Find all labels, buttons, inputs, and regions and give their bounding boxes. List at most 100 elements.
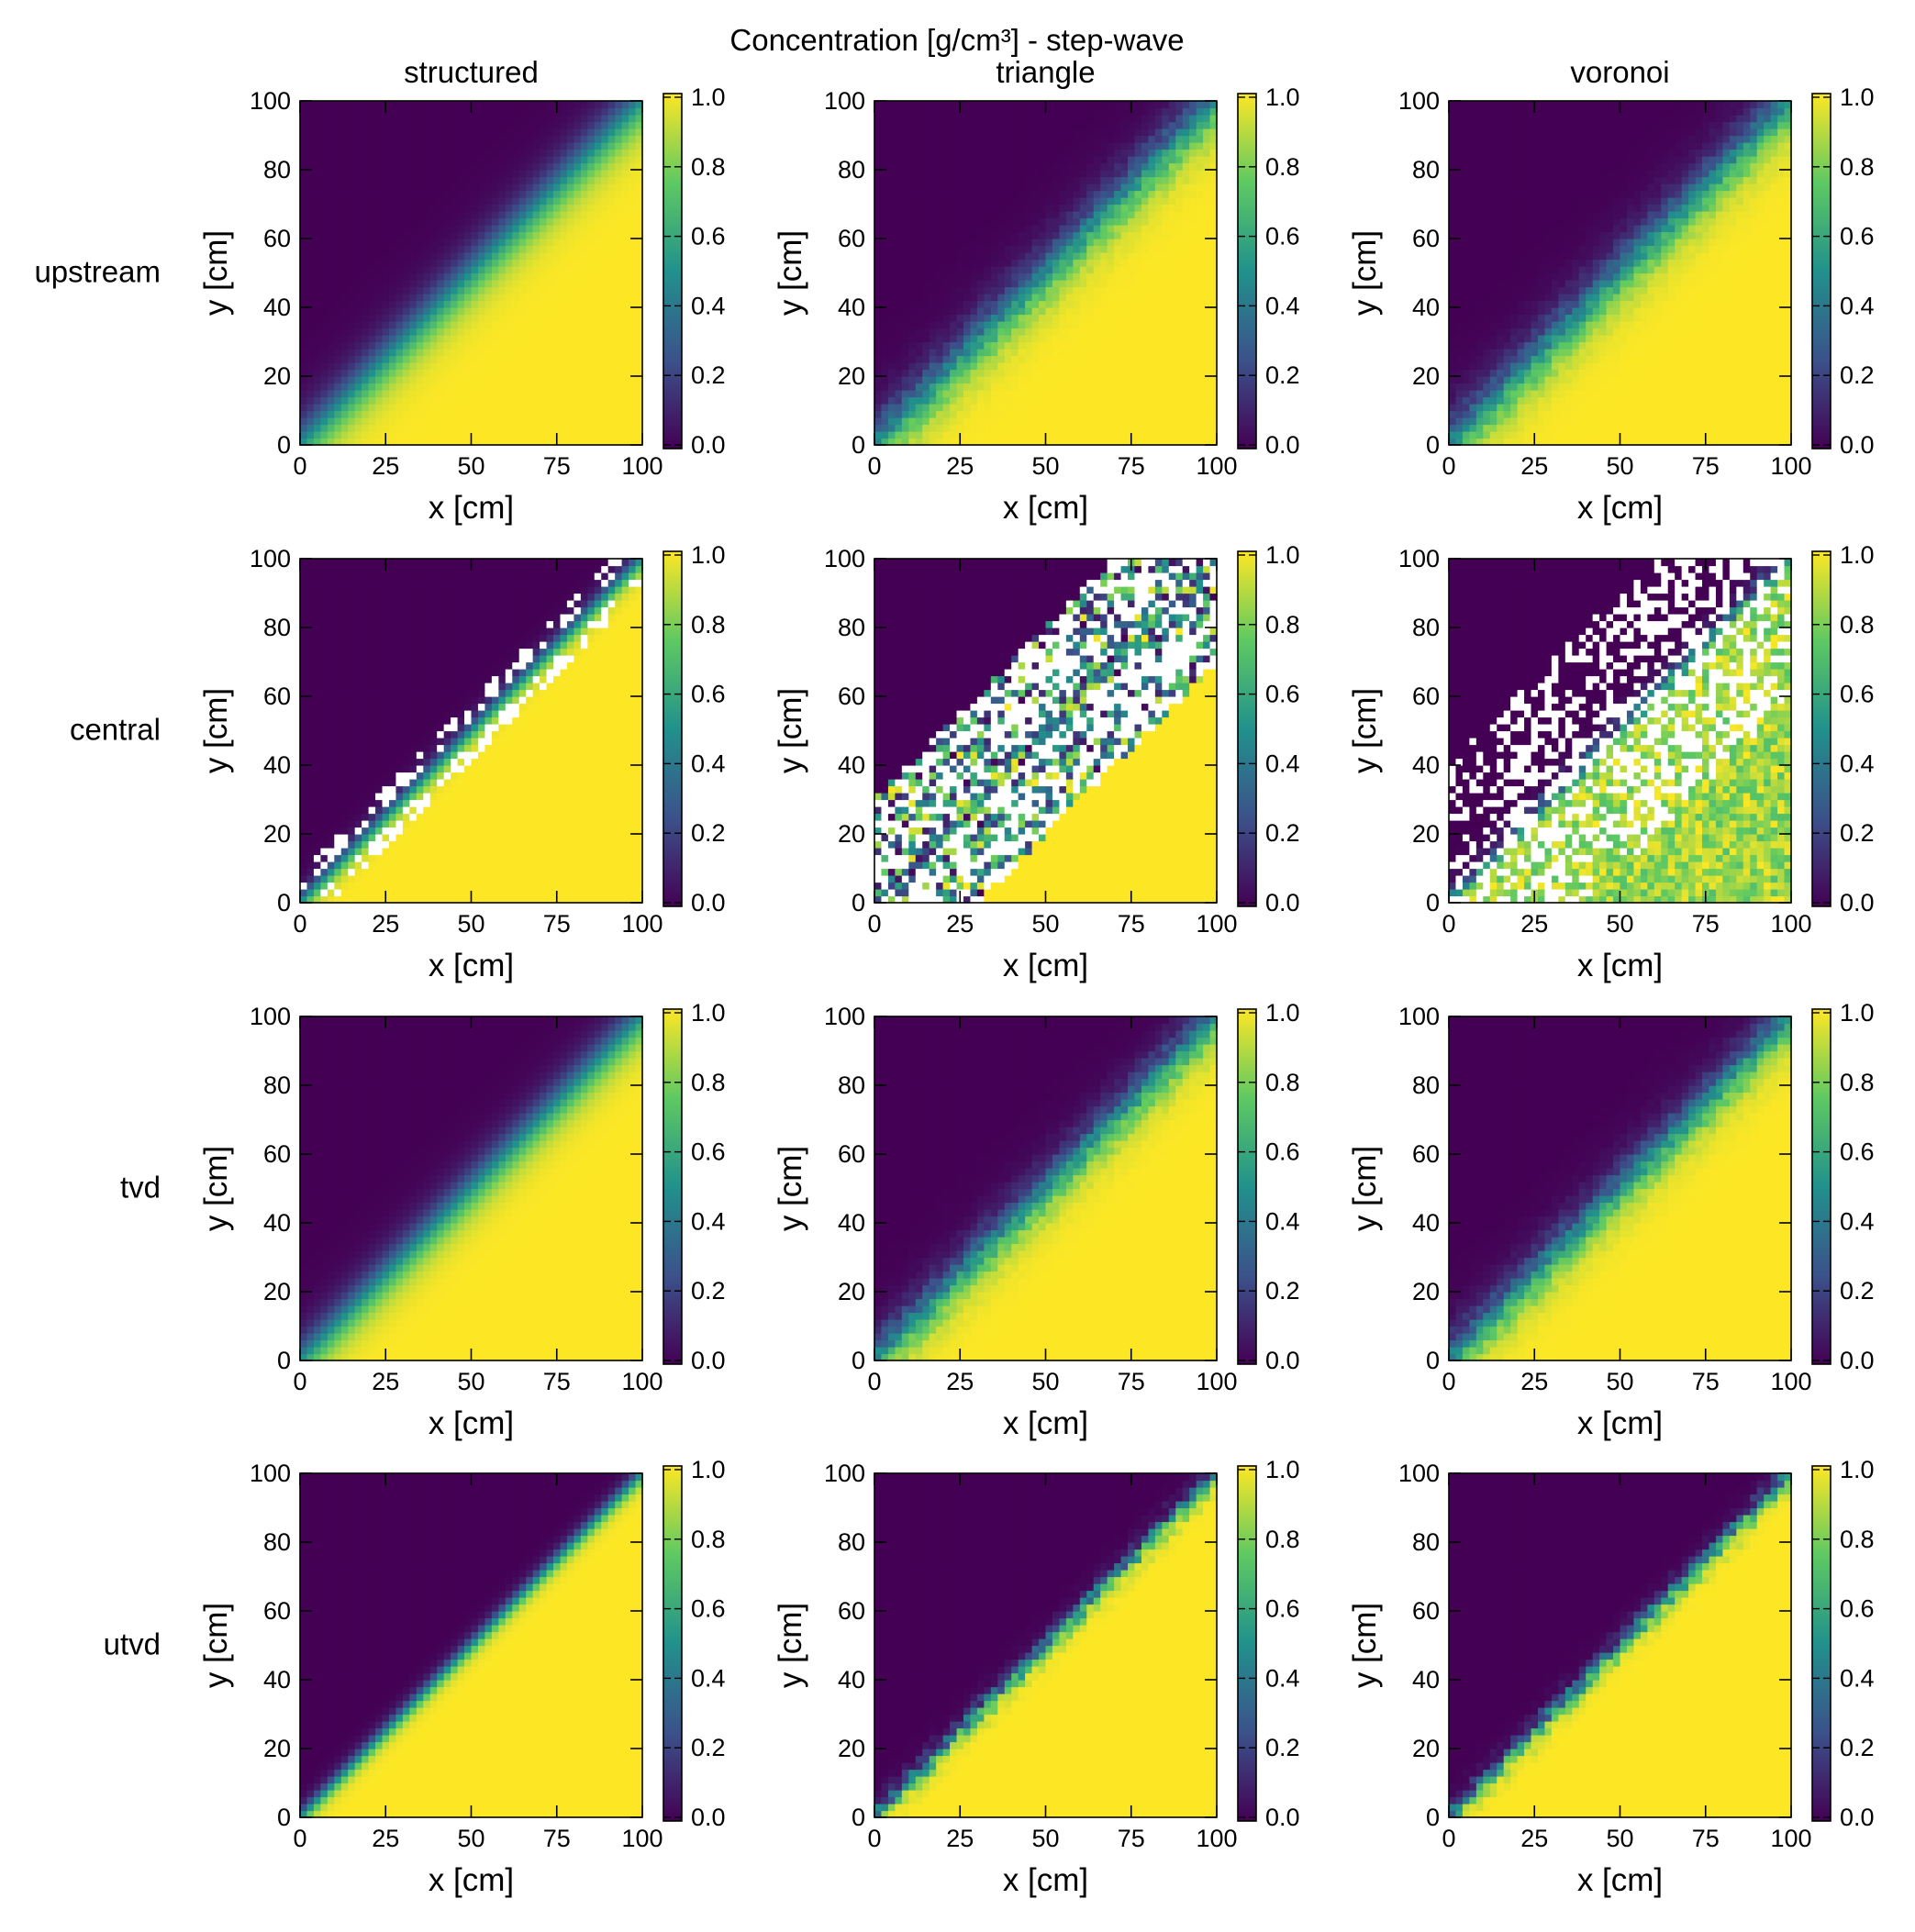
- heatmap-cell: [560, 383, 567, 391]
- heatmap-cell: [629, 294, 636, 301]
- heatmap-cell: [595, 307, 602, 315]
- heatmap-cell: [547, 315, 554, 322]
- heatmap-cell: [383, 335, 390, 342]
- heatmap-cell: [417, 349, 424, 356]
- heatmap-cell: [478, 342, 485, 350]
- heatmap-cell: [314, 383, 321, 391]
- heatmap-cell: [395, 404, 403, 411]
- heatmap-cell: [395, 356, 403, 363]
- heatmap-cell: [601, 431, 608, 439]
- heatmap-cell: [383, 342, 390, 350]
- heatmap-cell: [560, 376, 567, 383]
- heatmap-cell: [573, 370, 581, 377]
- heatmap-cell: [437, 362, 444, 370]
- heatmap-cell: [328, 383, 335, 391]
- heatmap-cell: [506, 411, 513, 418]
- heatmap-cell: [492, 425, 499, 432]
- heatmap-cell: [409, 370, 417, 377]
- heatmap-cell: [375, 294, 383, 301]
- heatmap-cell: [547, 301, 554, 308]
- heatmap-cell: [348, 397, 355, 405]
- heatmap-cell: [533, 266, 540, 273]
- heatmap-cell: [492, 266, 499, 273]
- heatmap-cell: [506, 397, 513, 405]
- heatmap-cell: [547, 287, 554, 294]
- heatmap-cell: [608, 266, 616, 273]
- heatmap-cell: [362, 404, 369, 411]
- heatmap-cell: [328, 431, 335, 439]
- heatmap-cell: [334, 390, 341, 397]
- heatmap-cell: [553, 417, 561, 425]
- heatmap-cell: [383, 349, 390, 356]
- heatmap-cell: [560, 356, 567, 363]
- heatmap-cell: [314, 376, 321, 383]
- heatmap-cell: [560, 328, 567, 336]
- heatmap-cell: [581, 390, 588, 397]
- heatmap-cell: [395, 335, 403, 342]
- heatmap-cell: [573, 280, 581, 287]
- heatmap-cell: [320, 356, 328, 363]
- heatmap-cell: [587, 362, 595, 370]
- heatmap-cell: [328, 315, 335, 322]
- heatmap-cell: [334, 362, 341, 370]
- heatmap-cell: [423, 431, 430, 439]
- heatmap-cell: [383, 390, 390, 397]
- heatmap-cell: [369, 431, 376, 439]
- heatmap-cell: [587, 273, 595, 281]
- heatmap-cell: [369, 280, 376, 287]
- heatmap-cell: [328, 349, 335, 356]
- heatmap-cell: [533, 342, 540, 350]
- heatmap-cell: [573, 321, 581, 328]
- heatmap-cell: [498, 266, 506, 273]
- heatmap-cell: [451, 397, 458, 405]
- heatmap-cell: [451, 307, 458, 315]
- heatmap-cell: [608, 335, 616, 342]
- heatmap-cell: [506, 294, 513, 301]
- heatmap-cell: [389, 417, 396, 425]
- heatmap-cell: [417, 287, 424, 294]
- heatmap-cell: [560, 335, 567, 342]
- heatmap-cell: [506, 328, 513, 336]
- heatmap-cell: [300, 315, 307, 322]
- heatmap-cell: [320, 390, 328, 397]
- heatmap-cell: [553, 280, 561, 287]
- heatmap-cell: [629, 328, 636, 336]
- heatmap-cell: [362, 362, 369, 370]
- heatmap-cell: [472, 370, 479, 377]
- heatmap-cell: [547, 266, 554, 273]
- heatmap-cell: [314, 431, 321, 439]
- heatmap-cell: [547, 383, 554, 391]
- heatmap-cell: [615, 356, 622, 363]
- heatmap-cell: [615, 301, 622, 308]
- heatmap-cell: [581, 335, 588, 342]
- heatmap-cell: [519, 342, 527, 350]
- heatmap-cell: [444, 287, 451, 294]
- heatmap-cell: [533, 294, 540, 301]
- heatmap-cell: [553, 301, 561, 308]
- heatmap-cell: [375, 266, 383, 273]
- heatmap-cell: [560, 425, 567, 432]
- heatmap-cell: [375, 417, 383, 425]
- heatmap-cell: [581, 376, 588, 383]
- heatmap-cell: [629, 397, 636, 405]
- heatmap-cell: [472, 342, 479, 350]
- heatmap-cell: [553, 321, 561, 328]
- heatmap-cell: [403, 425, 410, 432]
- heatmap-cell: [409, 280, 417, 287]
- heatmap-cell: [608, 328, 616, 336]
- heatmap-cell: [567, 301, 574, 308]
- heatmap-cell: [458, 287, 465, 294]
- heatmap-cell: [464, 362, 472, 370]
- heatmap-cell: [622, 349, 629, 356]
- heatmap-cell: [615, 362, 622, 370]
- heatmap-cell: [533, 417, 540, 425]
- heatmap-cell: [472, 273, 479, 281]
- heatmap-cell: [498, 362, 506, 370]
- heatmap-cell: [581, 280, 588, 287]
- heatmap-cell: [478, 431, 485, 439]
- heatmap-cell: [581, 425, 588, 432]
- heatmap-cell: [478, 417, 485, 425]
- heatmap-cell: [478, 376, 485, 383]
- heatmap-cell: [362, 321, 369, 328]
- heatmap-cell: [547, 294, 554, 301]
